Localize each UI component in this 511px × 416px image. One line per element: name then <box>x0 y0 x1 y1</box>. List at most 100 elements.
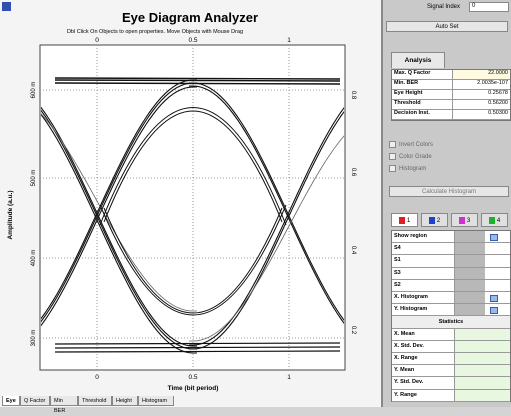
statistics-header: Statistics <box>392 316 510 329</box>
statistics-label: Y. Range <box>394 391 417 398</box>
tab[interactable]: Histogram <box>138 396 174 406</box>
y-tick-label-right: 0.8 <box>350 91 356 100</box>
analysis-value: 0.25678 <box>452 90 510 99</box>
statistics-label: X. Range <box>394 355 418 361</box>
auto-set-button[interactable]: Auto Set <box>386 21 508 32</box>
trace <box>54 342 341 345</box>
trace <box>189 135 344 342</box>
signal-index-input[interactable]: 0 <box>469 2 509 12</box>
tab[interactable]: Min BER <box>50 396 78 414</box>
tab[interactable]: Q Factor <box>20 396 50 406</box>
trace <box>41 86 197 327</box>
analysis-row: Threshold 0.56200 <box>392 100 510 110</box>
trace <box>189 110 344 350</box>
channel-swatch <box>458 216 465 224</box>
analysis-label: Min. BER <box>394 80 419 86</box>
trace <box>99 204 287 316</box>
checkbox-option[interactable]: Histogram <box>389 165 426 172</box>
region-value <box>454 279 485 291</box>
x-tick-label-top: 0 <box>95 37 99 44</box>
statistics-value <box>454 365 510 377</box>
eye-traces <box>41 77 344 354</box>
channel-swatch <box>428 216 435 224</box>
statistics-value <box>454 389 510 401</box>
tab[interactable]: Height <box>112 396 138 406</box>
trace <box>99 107 287 226</box>
statistics-value <box>454 328 510 340</box>
trace <box>41 82 197 323</box>
checkbox-option[interactable]: Color Grade <box>389 153 432 160</box>
checkbox[interactable] <box>389 165 396 172</box>
option-label: Invert Colors <box>399 142 434 149</box>
trace <box>189 85 344 325</box>
channel-tab[interactable]: 1 <box>391 213 418 227</box>
region-checkbox[interactable] <box>490 234 498 241</box>
region-label: X. Histogram <box>394 294 428 300</box>
channel-tab[interactable]: 3 <box>451 213 478 227</box>
analysis-value: 0.56200 <box>452 100 510 109</box>
channel-number: 2 <box>436 218 441 224</box>
trace <box>41 113 197 312</box>
region-table: Show region S4 S1 S3 S2 X. Histogram Y. Histog… <box>391 230 511 402</box>
trace <box>54 79 341 82</box>
region-row: S1 <box>392 255 510 268</box>
statistics-row: X. Mean <box>392 328 510 341</box>
subtitle: Dbl Click On Objects to open properties.… <box>67 29 243 35</box>
trace <box>103 207 283 314</box>
analysis-value: 22.0000 <box>452 70 510 79</box>
statistics-value <box>454 340 510 352</box>
region-row: Y. Histogram <box>392 304 510 317</box>
channel-number: 1 <box>406 218 411 224</box>
x-tick-label-bottom: 1 <box>287 374 291 381</box>
checkbox[interactable] <box>389 141 396 148</box>
region-value <box>454 255 485 267</box>
tab[interactable]: Eye <box>2 396 20 406</box>
trace <box>54 82 341 85</box>
channel-number: 4 <box>496 218 501 224</box>
region-label: S4 <box>394 245 401 252</box>
region-row: X. Histogram <box>392 292 510 305</box>
channel-tab[interactable]: 2 <box>421 213 448 227</box>
analysis-row: Max. Q Factor 22.0000 <box>392 70 510 80</box>
statistics-label: X. Std. Dev. <box>394 342 424 349</box>
statistics-value <box>454 377 510 389</box>
region-checkbox[interactable] <box>490 295 498 302</box>
y-tick-label-right: 0.6 <box>350 168 356 177</box>
statistics-row: X. Std. Dev. <box>392 340 510 353</box>
y-tick-label-left: 300 m <box>31 330 37 347</box>
region-value <box>454 292 485 304</box>
option-label: Histogram <box>399 166 427 173</box>
eye-plot: Eye Diagram Analyzer Dbl Click On Object… <box>2 2 356 392</box>
statistics-label: Y. Mean <box>394 367 415 374</box>
region-value <box>454 243 485 255</box>
y-tick-label-left: 600 m <box>31 82 37 99</box>
channel-swatch <box>488 216 495 224</box>
checkbox[interactable] <box>389 153 396 160</box>
region-checkbox[interactable] <box>490 307 498 315</box>
statistics-label: Y. Std. Dev. <box>394 379 424 386</box>
channel-tab[interactable]: 4 <box>481 213 508 227</box>
title: Eye Diagram Analyzer <box>122 10 258 25</box>
x-tick-label-bottom: 0 <box>95 374 99 381</box>
region-value <box>454 231 485 243</box>
tab[interactable]: Threshold <box>78 396 112 406</box>
checkbox-option[interactable]: Invert Colors <box>389 141 433 148</box>
y-tick-label-left: 500 m <box>31 170 37 187</box>
region-label: Show region <box>394 233 427 239</box>
analysis-label: Max. Q Factor <box>394 70 431 76</box>
region-label: S3 <box>394 269 401 276</box>
analysis-tab[interactable]: Analysis <box>391 52 445 68</box>
region-label: S2 <box>394 281 401 288</box>
y-tick-label-left: 400 m <box>31 250 37 267</box>
analysis-row: Min. BER 2.0035e-107 <box>392 80 510 90</box>
trace <box>54 77 341 80</box>
channel-swatch <box>398 216 405 224</box>
trace <box>54 350 341 353</box>
x-tick-label-top: 1 <box>287 37 291 44</box>
analysis-label: Eye Height <box>394 90 423 96</box>
statistics-value <box>454 353 510 365</box>
region-row: S2 <box>392 279 510 292</box>
statistics-row: X. Range <box>392 353 510 366</box>
calculate-histogram-button[interactable]: Calculate Histogram <box>389 186 509 197</box>
